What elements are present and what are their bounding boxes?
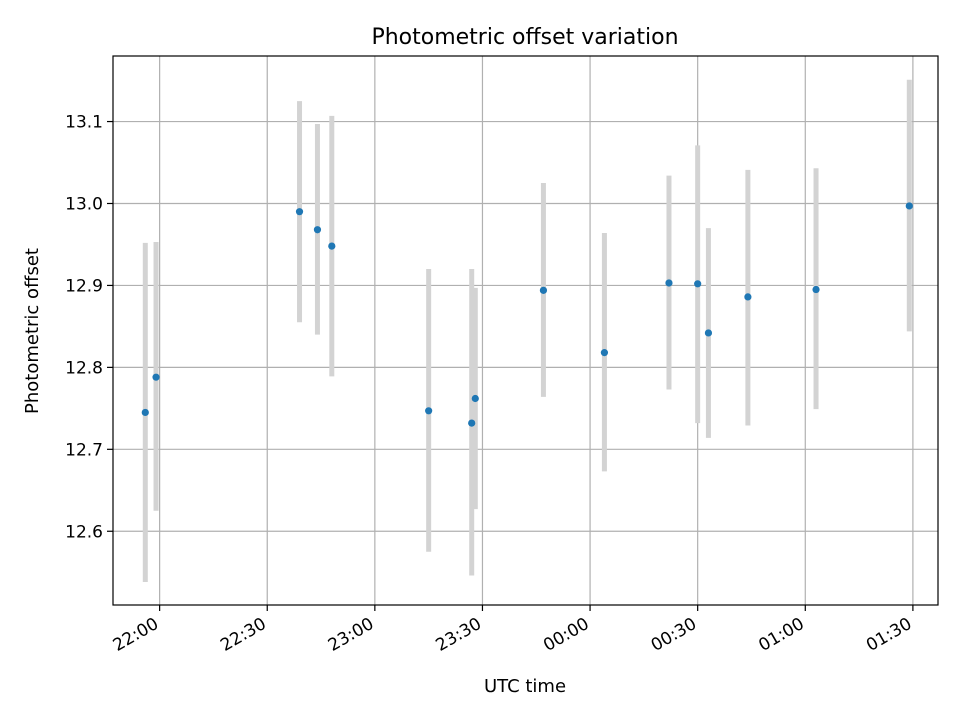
data-point [313, 226, 322, 234]
data-point [812, 285, 820, 294]
y-tick-label: 12.7 [65, 440, 103, 460]
data-point [468, 419, 476, 427]
x-tick-label: 23:30 [433, 614, 485, 656]
y-tick-label: 12.6 [65, 522, 103, 542]
y-tick-label: 12.9 [65, 276, 103, 296]
y-tick-label: 13.1 [65, 113, 103, 133]
data-point [744, 293, 752, 301]
x-tick-label: 00:00 [540, 614, 592, 656]
data-point [425, 407, 433, 415]
x-tick-label: 00:30 [648, 614, 700, 656]
plot-frame [112, 55, 939, 606]
x-tick-label: 01:00 [755, 614, 807, 656]
data-point [152, 373, 160, 381]
errorbars [142, 79, 912, 583]
y-tick-label: 12.8 [65, 358, 103, 378]
x-ticks: 22:00 22:30 23:00 23:30 00:00 00:30 01:00 01:30 [110, 605, 915, 656]
y-axis-label: Photometric offset [22, 248, 43, 414]
x-tick-label: 01:30 [863, 614, 915, 656]
x-tick-label: 22:00 [110, 614, 162, 656]
data-point [704, 329, 713, 337]
data-point [665, 279, 673, 287]
data-point [141, 408, 149, 417]
data-point [694, 280, 702, 288]
data-point [539, 286, 548, 294]
data-point [600, 349, 609, 357]
data-point [905, 202, 913, 210]
x-tick-label: 22:30 [217, 614, 269, 656]
x-axis-label: UTC time [484, 676, 566, 697]
y-tick-label: 13.0 [65, 194, 103, 214]
chart-title: Photometric offset variation [371, 25, 678, 50]
data-point [295, 208, 304, 216]
data-points [141, 202, 913, 427]
y-ticks: 12.6 12.7 12.8 12.9 13.0 13.1 [65, 113, 113, 542]
data-point [328, 242, 336, 250]
data-point [471, 394, 479, 403]
x-tick-label: 23:00 [325, 614, 377, 656]
